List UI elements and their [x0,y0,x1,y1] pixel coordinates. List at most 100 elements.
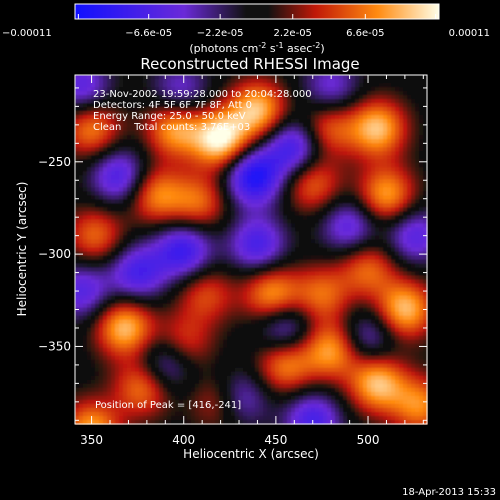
heatmap-cell [351,163,356,168]
heatmap-cell [311,155,316,160]
heatmap-cell [111,139,116,144]
heatmap-cell [191,115,196,120]
heatmap-cell [351,159,356,164]
heatmap-cell [415,223,420,229]
heatmap-cell [127,115,132,120]
heatmap-cell [275,127,280,132]
heatmap-cell [395,271,400,277]
heatmap-cell [115,259,120,265]
heatmap-cell [79,195,84,200]
heatmap-cell [283,191,288,196]
heatmap-cell [403,203,408,208]
heatmap-cell [167,239,172,245]
heatmap-cell [331,83,336,88]
heatmap-cell [195,267,200,273]
heatmap-cell [311,175,316,180]
heatmap-cell [391,171,396,176]
heatmap-cell [347,79,352,84]
heatmap-cell [363,163,368,168]
heatmap-cell [335,183,340,188]
heatmap-cell [139,159,144,164]
heatmap-cell [199,135,204,140]
heatmap-cell [187,251,192,257]
heatmap-cell [387,259,392,265]
heatmap-cell [311,191,316,196]
heatmap-cell [151,99,156,104]
heatmap-cell [243,99,248,104]
heatmap-cell [347,291,352,297]
heatmap-cell [203,175,208,180]
heatmap-cell [407,87,412,92]
heatmap-cell [315,211,320,216]
heatmap-cell [207,171,212,176]
heatmap-cell [163,219,168,225]
heatmap-cell [135,91,140,96]
heatmap-cell [283,127,288,132]
heatmap-cell [179,163,184,168]
heatmap-cell [107,139,112,144]
heatmap-cell [223,287,228,293]
heatmap-cell [419,223,424,229]
heatmap-cell [171,155,176,160]
heatmap-cell [375,135,380,140]
heatmap-cell [239,135,244,140]
heatmap-cell [131,111,136,116]
heatmap-cell [103,243,108,249]
heatmap-cell [215,171,220,176]
heatmap-cell [407,115,412,120]
heatmap-cell [91,211,96,216]
heatmap-cell [139,191,144,196]
heatmap-cell [371,115,376,120]
heatmap-cell [191,231,196,237]
heatmap-cell [75,267,80,273]
heatmap-cell [271,267,276,273]
heatmap-cell [263,211,268,216]
heatmap-cell [303,215,308,221]
heatmap-cell [251,259,256,265]
heatmap-cell [119,247,124,253]
heatmap-cell [259,119,264,124]
heatmap-cell [287,235,292,241]
heatmap-cell [95,195,100,200]
heatmap-cell [283,111,288,116]
heatmap-cell [171,83,176,88]
heatmap-cell [355,259,360,265]
heatmap-cell [215,167,220,172]
heatmap-cell [195,95,200,100]
heatmap-cell [199,91,204,96]
heatmap-cell [371,231,376,237]
heatmap-cell [283,255,288,261]
heatmap-cell [163,171,168,176]
heatmap-cell [167,179,172,184]
heatmap-cell [303,235,308,241]
heatmap-cell [359,203,364,208]
heatmap-cell [111,167,116,172]
heatmap-cell [367,247,372,253]
heatmap-cell [311,143,316,148]
heatmap-cell [287,159,292,164]
heatmap-cell [231,219,236,225]
heatmap-cell [359,199,364,204]
heatmap-cell [199,107,204,112]
heatmap-cell [183,231,188,237]
heatmap-cell [319,235,324,241]
heatmap-cell [247,103,252,108]
heatmap-cell [123,219,128,225]
heatmap-cell [123,175,128,180]
heatmap-cell [135,203,140,208]
heatmap-cell [331,235,336,241]
heatmap-cell [363,239,368,245]
heatmap-cell [303,207,308,212]
heatmap-cell [271,99,276,104]
heatmap-cell [407,183,412,188]
heatmap-cell [159,107,164,112]
heatmap-cell [383,151,388,156]
heatmap-cell [315,103,320,108]
heatmap-cell [411,167,416,172]
heatmap-cell [191,263,196,269]
heatmap-cell [83,135,88,140]
heatmap-cell [279,151,284,156]
heatmap-cell [307,255,312,261]
heatmap-cell [159,287,164,293]
heatmap-cell [175,159,180,164]
